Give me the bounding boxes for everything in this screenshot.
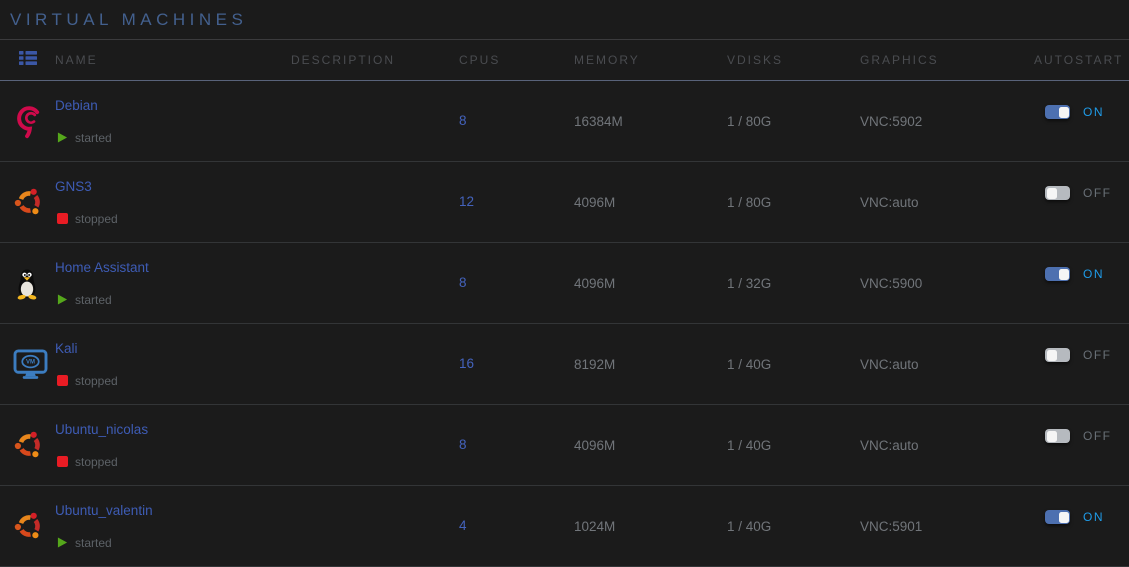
table-row: Home Assistant started 8 4096M 1 / 32G V… [0,243,1129,324]
play-icon [57,294,68,305]
vm-vdisks: 1 / 80G [727,194,772,210]
vm-graphics: VNC:5901 [860,518,923,534]
stop-icon [57,375,68,386]
page-title: VIRTUAL MACHINES [10,9,248,29]
vm-name-link[interactable]: Home Assistant [55,259,149,275]
vm-cpus-link[interactable]: 8 [459,437,467,452]
section-header: VIRTUAL MACHINES [0,0,1129,40]
vm-vdisks: 1 / 32G [727,275,772,291]
vm-vdisks: 1 / 40G [727,356,772,372]
table-row: Debian started 8 16384M 1 / 80G VNC:5902… [0,81,1129,162]
vm-name-link[interactable]: Ubuntu_valentin [55,502,153,518]
vm-status-text: started [75,130,112,145]
vm-graphics: VNC:5900 [860,275,923,291]
vm-graphics: VNC:auto [860,194,919,210]
play-icon [57,132,68,143]
vm-cpus-link[interactable]: 4 [459,518,467,533]
autostart-toggle[interactable] [1045,429,1070,443]
vm-status: stopped [57,212,291,226]
autostart-state-label: ON [1083,267,1104,281]
column-header-graphics: GRAPHICS [860,53,939,67]
autostart-toggle[interactable] [1045,348,1070,362]
column-header-name: NAME [55,53,98,67]
ubuntu-logo-icon[interactable] [13,186,45,218]
stop-icon [57,213,68,224]
autostart-state-label: ON [1083,510,1104,524]
vm-name-link[interactable]: Ubuntu_nicolas [55,421,149,437]
autostart-state-label: OFF [1083,348,1112,362]
vm-status-text: started [75,535,112,550]
vm-memory: 16384M [574,113,623,129]
table-row: GNS3 stopped 12 4096M 1 / 80G VNC:auto O… [0,162,1129,243]
table-row: Ubuntu_nicolas stopped 8 4096M 1 / 40G V… [0,405,1129,486]
vm-status-text: stopped [75,211,118,226]
vm-name-link[interactable]: GNS3 [55,178,92,194]
autostart-state-label: OFF [1083,429,1112,443]
vm-memory: 4096M [574,194,616,210]
vm-name-link[interactable]: Kali [55,340,78,356]
vm-cpus-link[interactable]: 16 [459,356,475,371]
column-header-vdisks: VDISKS [727,53,784,67]
table-header-row: NAME DESCRIPTION CPUS MEMORY VDISKS GRAP… [0,40,1129,81]
vm-status: started [57,131,291,145]
column-header-description: DESCRIPTION [291,53,396,67]
vm-graphics: VNC:auto [860,437,919,453]
autostart-toggle[interactable] [1045,267,1070,281]
vm-vdisks: 1 / 40G [727,437,772,453]
autostart-toggle[interactable] [1045,186,1070,200]
column-header-memory: MEMORY [574,53,640,67]
vm-status-text: started [75,292,112,307]
vm-status: stopped [57,374,291,388]
autostart-state-label: OFF [1083,186,1112,200]
column-header-cpus: CPUS [459,53,501,67]
autostart-toggle[interactable] [1045,105,1070,119]
autostart-state-label: ON [1083,105,1104,119]
list-view-icon [19,51,37,70]
vm-memory: 1024M [574,518,616,534]
ubuntu-logo-icon[interactable] [13,510,45,542]
vm-name-link[interactable]: Debian [55,97,98,113]
stop-icon [57,456,68,467]
vm-memory: 8192M [574,356,616,372]
debian-logo-icon[interactable] [13,103,46,139]
table-row: Ubuntu_valentin started 4 1024M 1 / 40G … [0,486,1129,567]
table-row: Kali stopped 16 8192M 1 / 40G VNC:auto O… [0,324,1129,405]
vm-status: started [57,293,291,307]
vm-status-text: stopped [75,373,118,388]
vm-graphics: VNC:5902 [860,113,923,129]
vm-status-text: stopped [75,454,118,469]
vm-vdisks: 1 / 80G [727,113,772,129]
vm-memory: 4096M [574,437,616,453]
play-icon [57,537,68,548]
vm-cpus-link[interactable]: 8 [459,275,467,290]
vm-cpus-link[interactable]: 8 [459,113,467,128]
vm-graphics: VNC:auto [860,356,919,372]
vm-vdisks: 1 / 40G [727,518,772,534]
autostart-toggle[interactable] [1045,510,1070,524]
vm-memory: 4096M [574,275,616,291]
vm-cpus-link[interactable]: 12 [459,194,475,209]
ubuntu-logo-icon[interactable] [13,429,45,461]
vm-status: stopped [57,455,291,469]
vm-monitor-icon[interactable] [13,349,48,380]
column-header-autostart: AUTOSTART [1034,53,1124,67]
vm-status: started [57,536,291,550]
tux-linux-logo-icon[interactable] [13,266,41,300]
